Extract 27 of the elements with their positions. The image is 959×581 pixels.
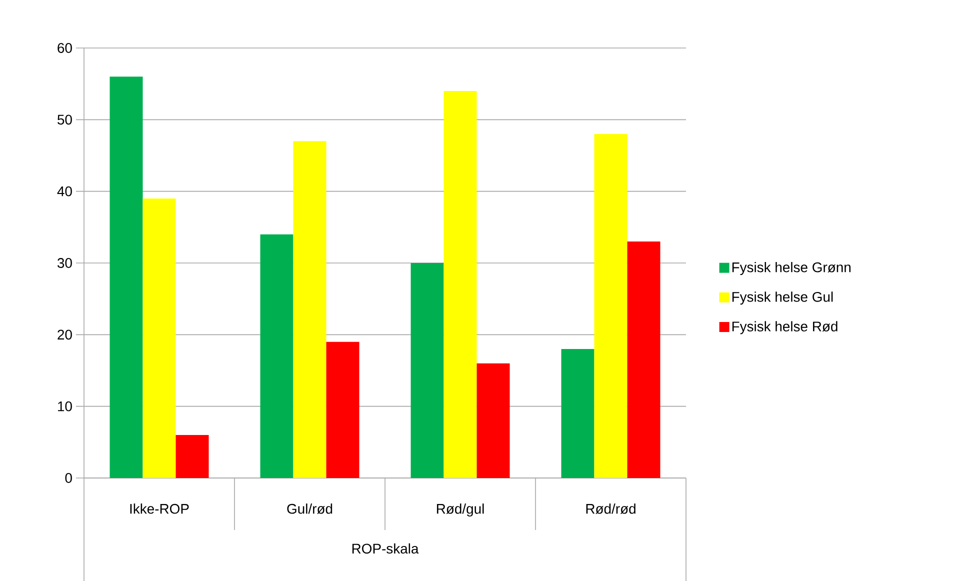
- y-tick-label: 0: [65, 473, 72, 483]
- bar: [142, 198, 176, 478]
- bar: [561, 349, 594, 478]
- legend-label: Fysisk helse Rød: [732, 321, 838, 334]
- bar: [176, 435, 209, 478]
- y-tick-label: 50: [58, 114, 72, 125]
- y-tick-label: 20: [58, 330, 72, 340]
- bar: [110, 76, 143, 478]
- bar: [410, 263, 444, 478]
- x-tick-label: Gul/rød: [287, 504, 332, 514]
- bar: [594, 134, 628, 478]
- bar: [326, 342, 360, 478]
- y-tick-label: 60: [58, 43, 72, 53]
- legend-label: Fysisk helse Gul: [732, 292, 833, 305]
- bar: [476, 363, 510, 478]
- y-tick-label: 40: [57, 186, 72, 196]
- bar: [627, 242, 660, 478]
- bar: [444, 91, 477, 478]
- bar: [293, 141, 326, 478]
- y-tick-label: 30: [57, 258, 72, 268]
- x-tick-label: Ikke-ROP: [130, 504, 189, 514]
- x-tick-label: Rød/gul: [436, 504, 484, 517]
- y-tick-label: 10: [58, 401, 72, 412]
- x-tick-label: Rød/rød: [586, 504, 636, 514]
- x-axis-title: ROP-skala: [352, 543, 419, 554]
- bar: [260, 234, 294, 478]
- legend-label: Fysisk helse Grønn: [732, 262, 851, 276]
